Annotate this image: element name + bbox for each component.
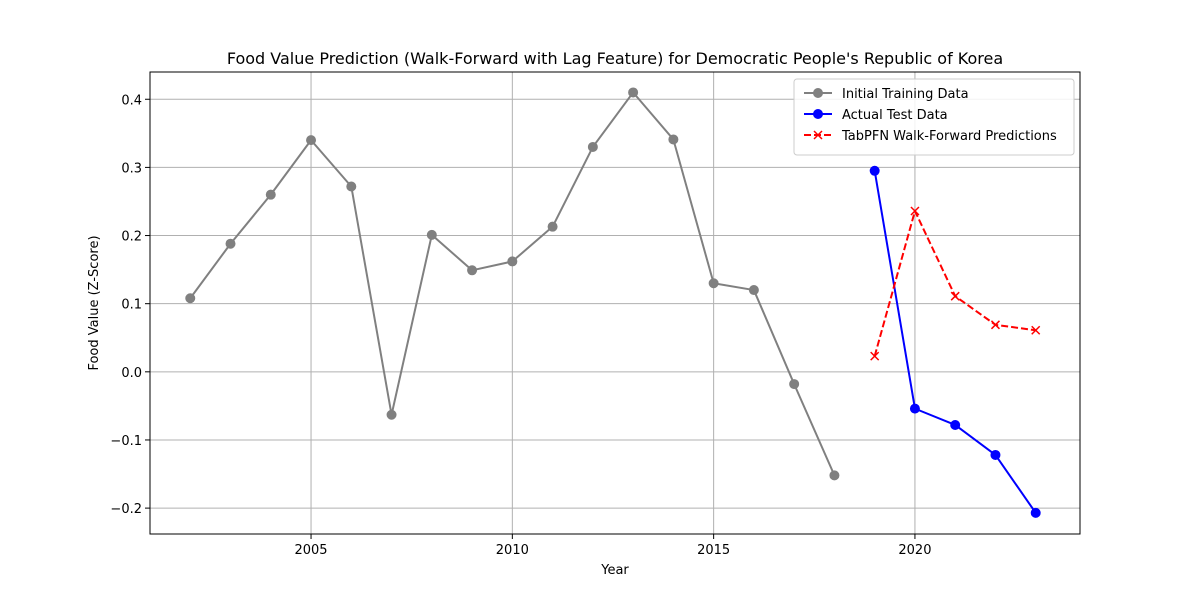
data-point-initial-training-data: [185, 293, 196, 304]
data-point-initial-training-data: [346, 181, 357, 192]
legend-swatch-marker: [813, 88, 823, 98]
data-point-initial-training-data: [306, 135, 317, 146]
data-point-initial-training-data: [225, 238, 236, 249]
legend-label: TabPFN Walk-Forward Predictions: [841, 129, 1057, 144]
data-point-initial-training-data: [507, 256, 518, 267]
series-line-tabpfn-walk-forward-predictions: [873, 210, 1036, 357]
tick-layer: 2005 2010 2015 2020 −0.2 −0.1 0.0 0.1 0.2 0.3 0.4: [110, 93, 931, 558]
data-point-tabpfn-walk-forward-predictions: [1031, 325, 1041, 335]
y-tick-label: 0.2: [121, 230, 142, 245]
x-tick-label: 2015: [697, 543, 730, 558]
marker-stroke: [950, 291, 960, 301]
y-axis-title: Food Value (Z-Score): [87, 235, 102, 370]
data-point-initial-training-data: [587, 141, 598, 152]
data-point-tabpfn-walk-forward-predictions: [990, 320, 1000, 330]
y-tick-label: 0.4: [121, 93, 142, 108]
data-point-initial-training-data: [708, 278, 719, 289]
data-point-initial-training-data: [748, 285, 759, 296]
data-point-initial-training-data: [789, 379, 800, 390]
data-point-initial-training-data: [829, 470, 840, 481]
data-point-initial-training-data: [467, 265, 478, 276]
data-point-tabpfn-walk-forward-predictions: [870, 351, 880, 361]
data-point-actual-test-data: [1030, 507, 1041, 518]
legend-swatch-marker: [813, 130, 823, 140]
series-tabpfn-walk-forward-predictions: [870, 206, 1041, 361]
data-point-tabpfn-walk-forward-predictions: [910, 206, 920, 216]
marker-stroke: [910, 206, 920, 216]
x-tick-label: 2010: [496, 543, 529, 558]
legend-box: [793, 78, 1075, 156]
data-point-actual-test-data: [950, 419, 961, 430]
data-point-actual-test-data: [869, 165, 880, 176]
y-tick-label: 0.3: [121, 161, 142, 176]
series-layer: [185, 87, 1041, 518]
data-point-initial-training-data: [265, 189, 276, 200]
legend-item: TabPFN Walk-Forward Predictions: [804, 129, 1057, 144]
data-point-tabpfn-walk-forward-predictions: [950, 291, 960, 301]
y-tick-label: 0.1: [121, 298, 142, 313]
legend-item: Initial Training Data: [804, 87, 969, 102]
series-initial-training-data: [185, 87, 840, 481]
data-point-initial-training-data: [547, 221, 558, 232]
data-point-actual-test-data: [990, 449, 1001, 460]
chart-title: Food Value Prediction (Walk-Forward with…: [227, 49, 1003, 68]
marker-stroke: [813, 130, 823, 140]
plot-frame: [149, 71, 1081, 535]
marker-stroke: [990, 320, 1000, 330]
legend: Initial Training Data Actual Test Data Tab…: [793, 78, 1075, 156]
marker-stroke: [870, 351, 880, 361]
x-tick-label: 2005: [294, 543, 327, 558]
series-line-actual-test-data: [873, 170, 1037, 514]
x-tick-label: 2020: [898, 543, 931, 558]
y-tick-label: −0.2: [110, 502, 142, 517]
legend-item: Actual Test Data: [804, 108, 948, 123]
data-point-initial-training-data: [386, 409, 397, 420]
data-point-actual-test-data: [909, 403, 920, 414]
series-actual-test-data: [869, 165, 1041, 518]
grid-layer: [150, 72, 1080, 534]
legend-label: Initial Training Data: [842, 87, 969, 102]
marker-stroke: [1031, 325, 1041, 335]
data-point-initial-training-data: [628, 87, 639, 98]
y-tick-label: 0.0: [121, 366, 142, 381]
legend-swatch-marker: [813, 109, 823, 119]
x-axis-title: Year: [600, 563, 629, 578]
legend-label: Actual Test Data: [842, 108, 948, 123]
y-tick-label: −0.1: [110, 434, 142, 449]
data-point-initial-training-data: [668, 134, 679, 145]
data-point-initial-training-data: [426, 229, 437, 240]
